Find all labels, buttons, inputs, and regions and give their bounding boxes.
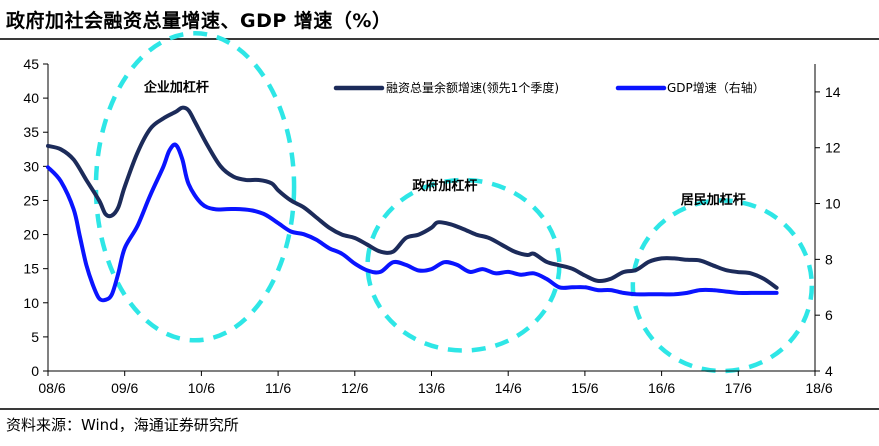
series-line-financing xyxy=(46,105,779,290)
annotation-label-3: 居民加杠杆 xyxy=(681,192,746,208)
left-tick-label: 10 xyxy=(23,295,39,311)
left-tick-label: 30 xyxy=(23,158,39,174)
x-tick-label: 18/6 xyxy=(805,380,832,396)
x-tick-label: 11/6 xyxy=(265,380,291,396)
annotation-label-2: 政府加杠杆 xyxy=(412,178,477,194)
x-tick-label: 09/6 xyxy=(111,380,138,396)
legend-label-gdp: GDP增速（右轴） xyxy=(667,80,765,95)
x-tick-label: 08/6 xyxy=(38,380,65,396)
x-tick-label: 17/6 xyxy=(725,380,752,396)
left-tick-label: 20 xyxy=(23,227,39,243)
left-tick-label: 5 xyxy=(31,329,39,345)
left-tick-label: 25 xyxy=(23,192,39,208)
x-tick-label: 14/6 xyxy=(495,380,522,396)
right-tick-label: 4 xyxy=(825,363,833,379)
left-tick-label: 0 xyxy=(31,363,39,379)
x-tick-label: 12/6 xyxy=(341,380,368,396)
left-tick-label: 35 xyxy=(23,124,39,140)
left-tick-label: 45 xyxy=(23,56,39,72)
left-tick-label: 15 xyxy=(23,261,39,277)
left-tick-label: 40 xyxy=(23,90,39,106)
right-tick-label: 10 xyxy=(825,196,841,212)
source-note: 资料来源：Wind，海通证券研究所 xyxy=(6,416,239,434)
chart-title: 政府加社会融资总量增速、GDP 增速（%） xyxy=(6,10,392,32)
x-tick-label: 10/6 xyxy=(188,380,215,396)
annotation-ellipse-2 xyxy=(365,177,562,353)
top-divider xyxy=(0,38,879,40)
bottom-divider xyxy=(0,408,879,410)
right-tick-label: 12 xyxy=(825,140,841,156)
x-tick-label: 13/6 xyxy=(418,380,445,396)
right-tick-label: 8 xyxy=(825,251,833,267)
series-line-gdp xyxy=(46,142,779,303)
x-tick-label: 16/6 xyxy=(648,380,675,396)
annotation-ellipse-1 xyxy=(93,31,297,343)
right-tick-label: 6 xyxy=(825,307,833,323)
right-tick-label: 14 xyxy=(825,84,841,100)
annotation-label-1: 企业加杠杆 xyxy=(143,79,209,95)
legend-label-financing: 融资总量余额增速(领先1个季度) xyxy=(386,80,559,95)
x-tick-label: 15/6 xyxy=(571,380,598,396)
annotation-ellipse-3 xyxy=(630,198,815,374)
